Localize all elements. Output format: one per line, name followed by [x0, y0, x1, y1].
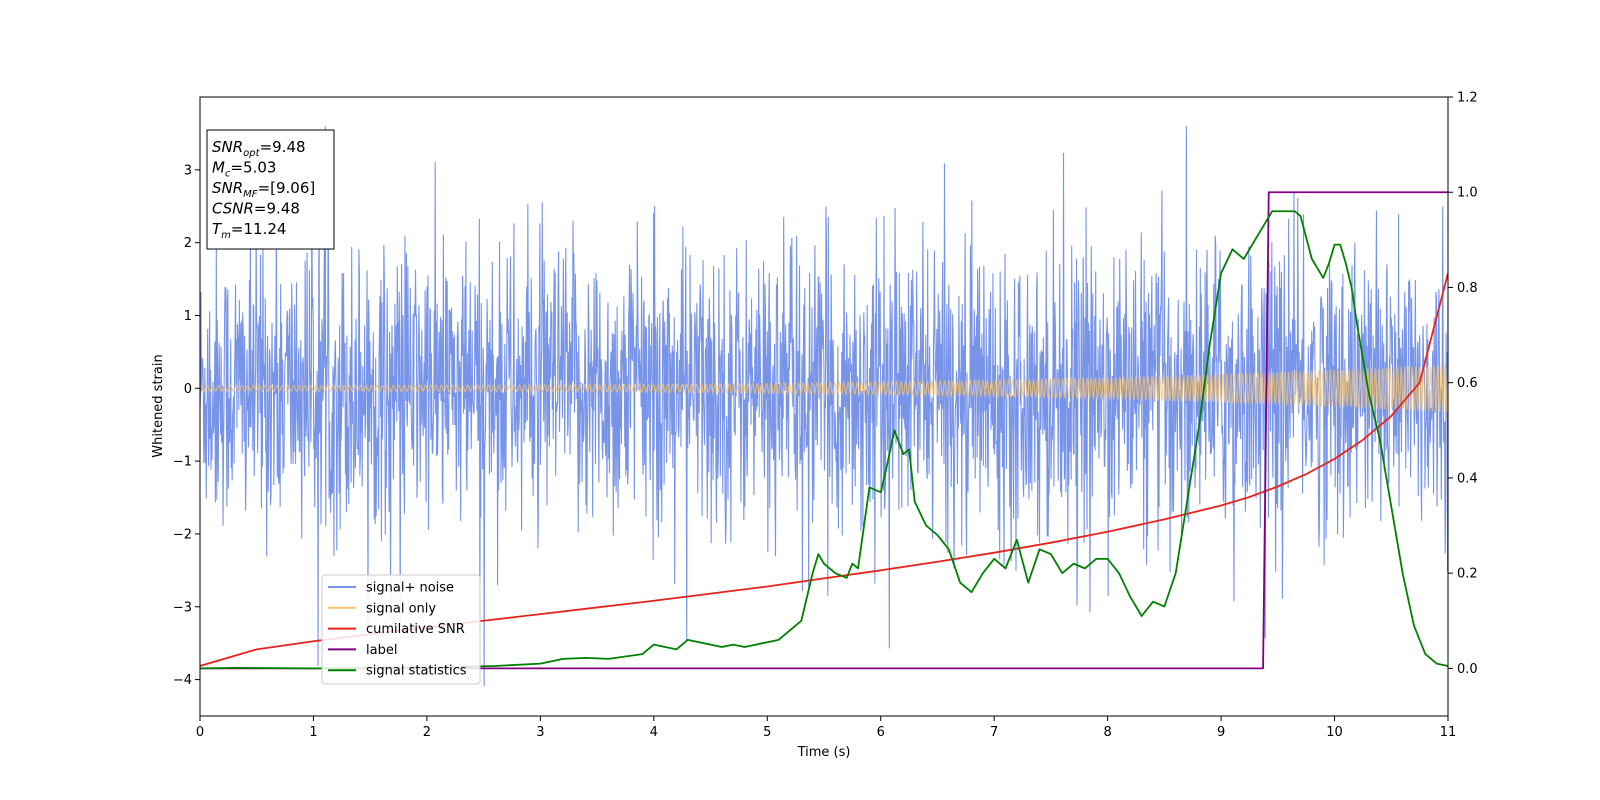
legend-label: cumilative SNR [366, 622, 465, 637]
legend: signal+ noise signal only cumilative SNR la… [321, 574, 481, 685]
x-tick-label: 11 [1440, 725, 1457, 740]
x-tick-label: 9 [1217, 725, 1225, 740]
y2-tick-label: 0.2 [1457, 567, 1478, 582]
legend-label: signal only [366, 601, 436, 616]
stats-line: SNRMF=[9.06] [212, 179, 315, 200]
x-axis-label: Time (s) [797, 745, 851, 760]
y2-tick-label: 0.4 [1457, 471, 1478, 486]
series-signal-only [200, 364, 1448, 413]
x-tick-label: 5 [763, 725, 771, 740]
y-axis-right: 0.0 0.2 0.4 0.6 0.8 1.0 1.2 [1448, 91, 1478, 677]
stats-line: CSNR=9.48 [212, 200, 300, 218]
legend-label: label [366, 643, 397, 658]
y-tick-label: −3 [173, 600, 192, 615]
x-tick-label: 1 [309, 725, 317, 740]
y-tick-label: 3 [184, 163, 192, 178]
x-tick-label: 2 [423, 725, 431, 740]
x-tick-label: 8 [1103, 725, 1111, 740]
y-tick-label: −1 [173, 455, 192, 470]
x-axis: 0 1 2 3 4 5 6 7 8 9 10 11 [196, 716, 1456, 740]
x-tick-label: 0 [196, 725, 204, 740]
y-tick-label: 1 [184, 309, 192, 324]
y-axis-label: Whitened strain [151, 354, 166, 457]
y-axis-left: −4 −3 −2 −1 0 1 2 3 [173, 163, 200, 688]
stats-box-frame [206, 129, 335, 250]
y2-tick-label: 1.2 [1457, 91, 1478, 106]
y2-tick-label: 0.8 [1457, 281, 1478, 296]
x-tick-label: 4 [650, 725, 658, 740]
x-tick-label: 7 [990, 725, 998, 740]
y2-tick-label: 0.6 [1457, 376, 1478, 391]
stats-line: Tm=11.24 [212, 220, 286, 241]
y-tick-label: 0 [184, 382, 192, 397]
stats-line: SNRopt=9.48 [212, 138, 306, 159]
legend-frame [321, 574, 481, 685]
y-tick-label: 2 [184, 236, 192, 251]
series-label [200, 191, 1448, 670]
legend-label: signal+ noise [366, 581, 454, 596]
legend-label: signal statistics [366, 664, 467, 679]
y-tick-label: −2 [173, 527, 192, 542]
x-tick-label: 10 [1326, 725, 1343, 740]
plot-frame [199, 96, 1449, 717]
y2-tick-label: 0.0 [1457, 662, 1478, 677]
y-tick-label: −4 [173, 673, 192, 688]
stats-line: Mc=5.03 [212, 159, 276, 180]
y2-tick-label: 1.0 [1457, 186, 1478, 201]
series-signal-statistics [200, 210, 1448, 670]
x-tick-label: 3 [536, 725, 544, 740]
x-tick-label: 6 [877, 725, 885, 740]
